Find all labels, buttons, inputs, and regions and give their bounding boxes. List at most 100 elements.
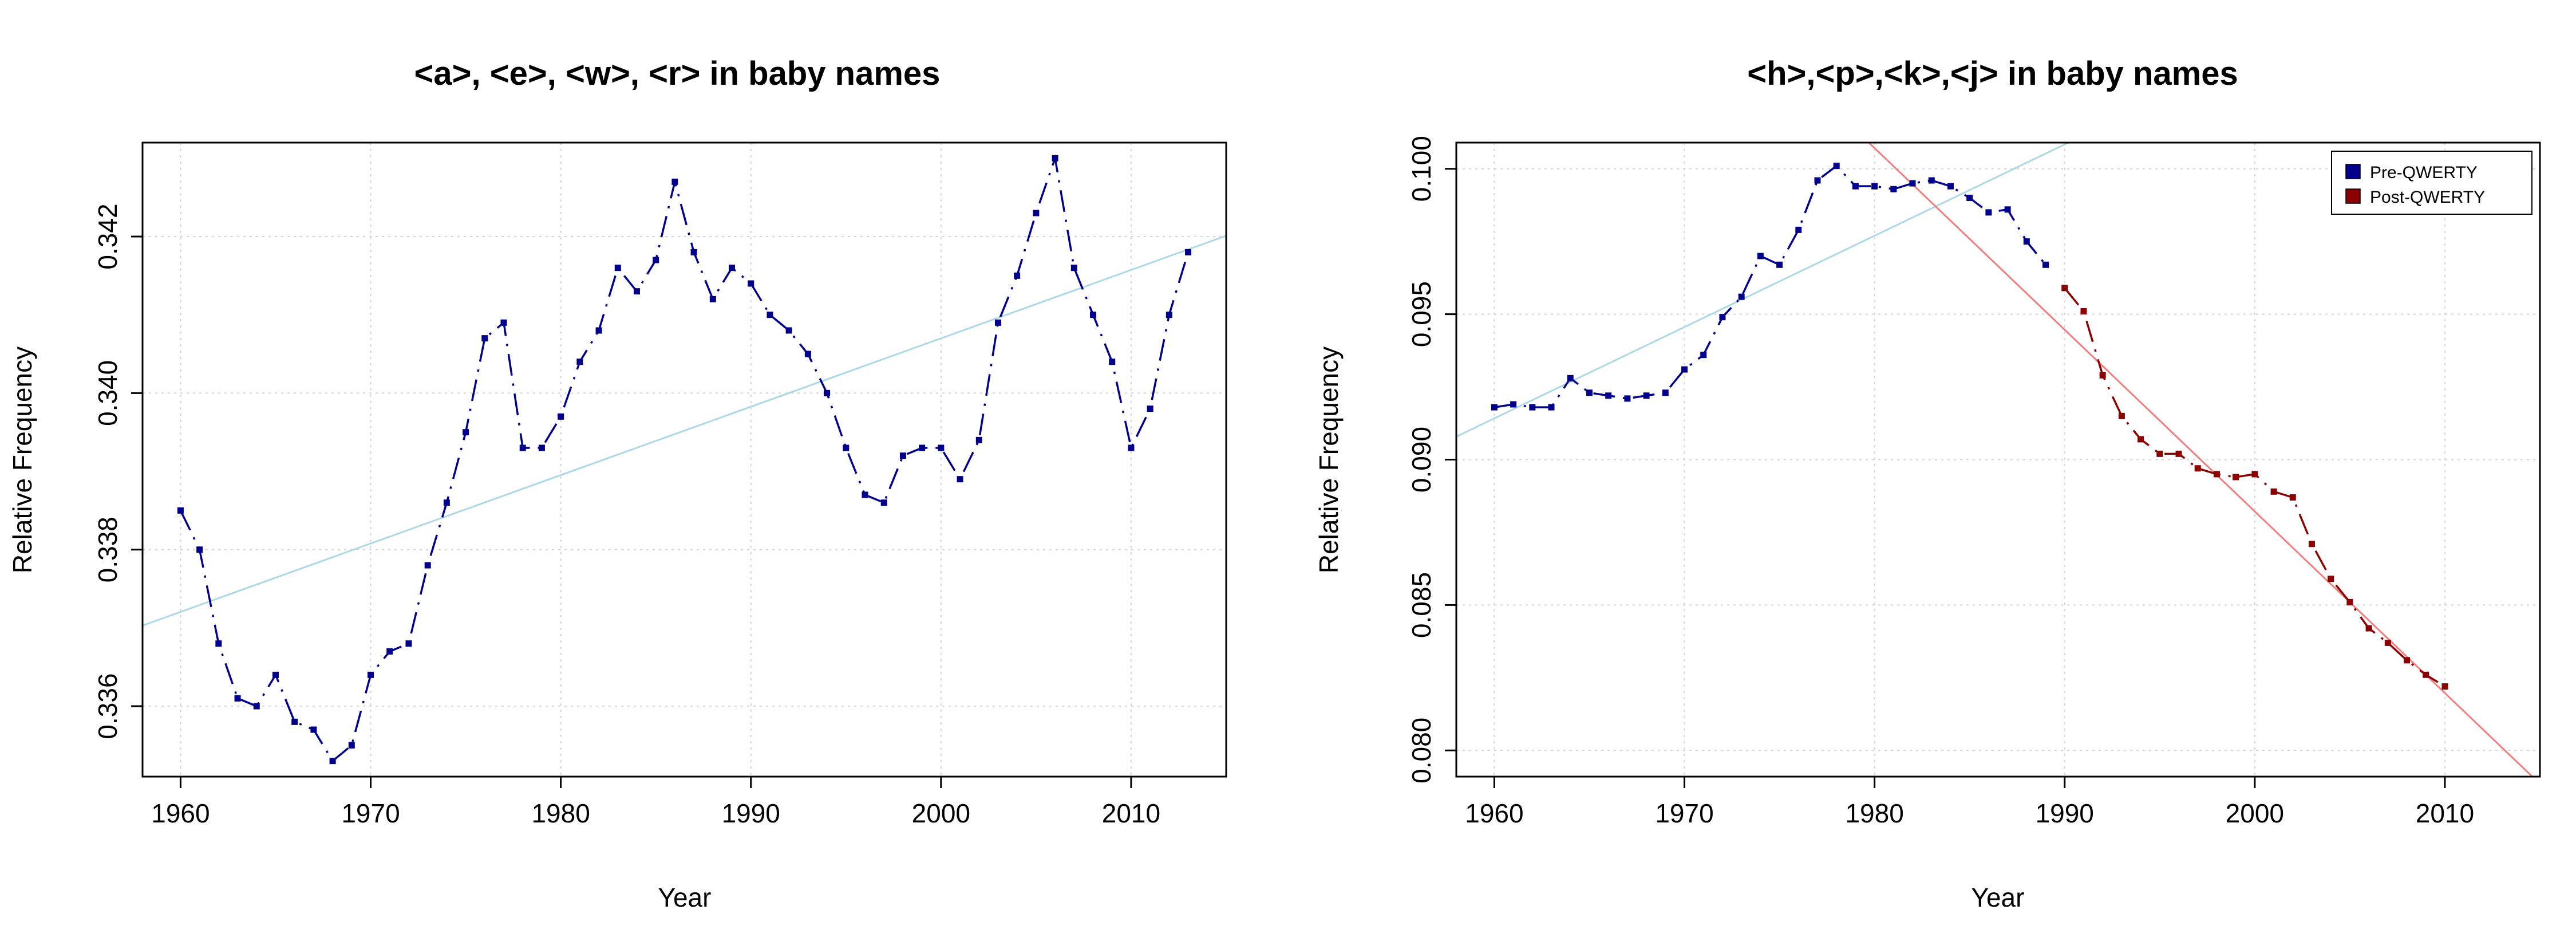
x-tick-label: 1970	[1655, 798, 1713, 828]
x-axis: 1960 1970 1980 1990 2000 2010	[151, 777, 1160, 828]
data-point	[2365, 625, 2372, 632]
data-point	[690, 249, 697, 255]
data-point	[519, 444, 526, 451]
data-point	[215, 640, 222, 647]
legend-swatch-post-qwerty	[2345, 188, 2361, 204]
plot-frame	[141, 141, 1227, 778]
data-point	[1605, 392, 1612, 399]
data-point	[272, 671, 279, 678]
grid	[1456, 143, 2540, 777]
data-point	[1947, 183, 1954, 190]
y-tick-label: 0.336	[93, 673, 123, 739]
data-point	[1909, 180, 1916, 187]
y-axis-label: Relative Frequency	[7, 346, 37, 573]
x-axis-label: Year	[1971, 883, 2025, 912]
legend-label-post-qwerty: Post-QWERTY	[2370, 188, 2485, 207]
data-point	[1662, 389, 1669, 396]
x-axis-label: Year	[658, 883, 712, 912]
data-point	[2423, 671, 2429, 678]
data-point	[785, 327, 792, 334]
data-point	[1033, 210, 1040, 216]
data-point	[1109, 359, 1116, 365]
y-tick-label: 0.340	[93, 360, 123, 426]
data-point	[576, 359, 583, 365]
data-point	[329, 758, 336, 765]
x-tick-label: 2010	[1102, 798, 1160, 828]
data-point	[1529, 404, 1536, 411]
data-point	[1890, 186, 1897, 192]
data-point	[1795, 226, 1802, 233]
data-point	[2023, 238, 2030, 245]
x-tick-label: 1990	[722, 798, 780, 828]
data-point	[880, 499, 887, 506]
data-point	[709, 296, 716, 302]
data-point	[2346, 598, 2353, 605]
data-point	[558, 413, 564, 420]
trend-line	[143, 235, 1226, 627]
trend-line	[1456, 143, 2069, 438]
y-axis: 0.080 0.085 0.090 0.095 0.100	[1406, 136, 1456, 783]
data-point	[463, 429, 469, 436]
data-point	[1128, 444, 1135, 451]
data-series	[177, 154, 1192, 765]
data-point	[1014, 272, 1021, 279]
x-tick-label: 1970	[341, 798, 400, 828]
chart-panel-right: <h>,<p>,<k>,<j> in baby names 1960 1970 19…	[1314, 55, 2541, 912]
data-point	[938, 444, 945, 451]
data-point	[1852, 183, 1859, 190]
data-point	[443, 499, 450, 506]
chart-title: <a>, <e>, <w>, <r> in baby names	[414, 55, 941, 92]
y-tick-label: 0.338	[93, 517, 123, 582]
series-line	[2064, 287, 2445, 688]
data-point	[481, 335, 488, 342]
data-series	[1491, 163, 2448, 690]
legend-box	[2331, 151, 2532, 215]
fit-lines	[143, 235, 1226, 627]
data-point	[2099, 372, 2106, 379]
data-point	[2175, 450, 2182, 457]
x-tick-label: 1980	[1845, 798, 1903, 828]
data-point	[2138, 436, 2144, 443]
data-point	[386, 648, 393, 655]
data-point	[1567, 375, 1574, 381]
data-point	[595, 327, 602, 334]
data-point	[1871, 183, 1878, 190]
data-point	[2328, 576, 2334, 582]
data-point	[291, 718, 298, 725]
data-point	[824, 389, 831, 396]
data-point	[2042, 261, 2049, 268]
x-tick-label: 1980	[531, 798, 590, 828]
data-point	[424, 562, 431, 569]
data-point	[2270, 488, 2277, 495]
data-point	[1966, 194, 1973, 201]
x-tick-label: 2010	[2416, 798, 2474, 828]
data-point	[2233, 474, 2239, 481]
data-point	[1643, 392, 1650, 399]
y-tick-label: 0.342	[93, 203, 123, 269]
data-point	[538, 444, 545, 451]
data-point	[2118, 412, 2125, 419]
grid	[143, 143, 1226, 777]
data-point	[1070, 265, 1077, 271]
data-point	[196, 546, 203, 553]
data-point	[1586, 389, 1593, 396]
y-axis-label: Relative Frequency	[1314, 346, 1344, 573]
data-point	[1491, 404, 1498, 411]
chart-panel-left: <a>, <e>, <w>, <r> in baby names 1960 197…	[7, 55, 1227, 912]
data-point	[1090, 312, 1097, 318]
data-point	[975, 436, 982, 443]
data-point	[1165, 312, 1172, 318]
data-point	[348, 742, 355, 749]
data-point	[1776, 261, 1783, 268]
legend: Pre-QWERTY Post-QWERTY	[2331, 151, 2532, 215]
data-point	[253, 703, 260, 710]
data-point	[1052, 155, 1058, 162]
x-tick-label: 2000	[912, 798, 970, 828]
data-point	[368, 671, 374, 678]
y-tick-label: 0.090	[1406, 427, 1436, 493]
data-point	[177, 507, 184, 514]
y-tick-label: 0.100	[1406, 136, 1436, 202]
data-point	[899, 452, 906, 459]
legend-label-pre-qwerty: Pre-QWERTY	[2370, 163, 2478, 182]
data-point	[1928, 177, 1935, 184]
